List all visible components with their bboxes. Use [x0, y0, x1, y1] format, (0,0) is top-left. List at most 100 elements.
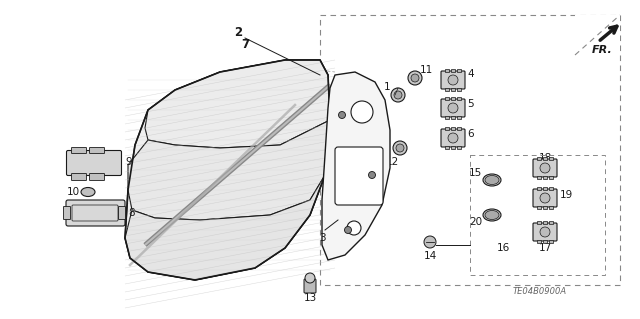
Circle shape	[369, 172, 376, 179]
Circle shape	[408, 71, 422, 85]
Bar	[457, 127, 461, 130]
Text: 18: 18	[538, 153, 552, 163]
Circle shape	[540, 193, 550, 203]
Bar	[543, 187, 547, 190]
Circle shape	[393, 141, 407, 155]
Circle shape	[448, 133, 458, 143]
Circle shape	[540, 163, 550, 173]
Bar	[445, 88, 449, 91]
Circle shape	[391, 88, 405, 102]
Ellipse shape	[485, 211, 499, 219]
Bar	[457, 146, 461, 149]
Circle shape	[305, 273, 315, 283]
Circle shape	[396, 144, 404, 152]
Polygon shape	[128, 120, 330, 220]
Bar	[445, 127, 449, 130]
Bar	[543, 240, 547, 243]
FancyBboxPatch shape	[533, 159, 557, 177]
Bar	[537, 187, 541, 190]
FancyBboxPatch shape	[90, 174, 104, 181]
Bar	[451, 127, 455, 130]
FancyBboxPatch shape	[72, 174, 86, 181]
Polygon shape	[575, 15, 620, 55]
Ellipse shape	[81, 188, 95, 197]
Bar	[457, 88, 461, 91]
Text: 8: 8	[128, 208, 134, 218]
Bar	[543, 176, 547, 179]
Bar	[451, 146, 455, 149]
Bar	[445, 146, 449, 149]
FancyBboxPatch shape	[533, 223, 557, 241]
Bar	[549, 187, 553, 190]
FancyBboxPatch shape	[67, 151, 122, 175]
Bar	[451, 69, 455, 72]
Bar	[537, 206, 541, 209]
Bar	[457, 97, 461, 100]
Bar	[457, 116, 461, 119]
Circle shape	[344, 226, 351, 234]
Bar	[537, 176, 541, 179]
Bar	[537, 240, 541, 243]
Text: 11: 11	[420, 65, 433, 75]
FancyBboxPatch shape	[335, 147, 383, 205]
Polygon shape	[125, 60, 330, 280]
Text: 6: 6	[467, 129, 474, 139]
Bar	[549, 221, 553, 224]
Text: 14: 14	[424, 251, 436, 261]
Bar	[320, 15, 620, 285]
Bar	[451, 88, 455, 91]
Polygon shape	[322, 72, 390, 260]
Ellipse shape	[483, 174, 501, 186]
Text: TE04B0900A: TE04B0900A	[513, 287, 567, 296]
Polygon shape	[125, 60, 330, 280]
Text: 1: 1	[383, 82, 390, 92]
FancyBboxPatch shape	[66, 200, 125, 226]
Circle shape	[394, 91, 402, 99]
Bar	[451, 116, 455, 119]
Text: 17: 17	[538, 243, 552, 253]
Bar	[549, 240, 553, 243]
Ellipse shape	[485, 175, 499, 184]
Polygon shape	[125, 175, 325, 280]
Circle shape	[424, 236, 436, 248]
Bar	[445, 69, 449, 72]
Text: 5: 5	[467, 99, 474, 109]
Text: FR.: FR.	[592, 45, 612, 55]
Polygon shape	[145, 60, 330, 148]
FancyBboxPatch shape	[72, 147, 86, 153]
FancyBboxPatch shape	[533, 189, 557, 207]
FancyBboxPatch shape	[441, 99, 465, 117]
Bar	[457, 69, 461, 72]
Text: 16: 16	[497, 243, 509, 253]
Text: 20: 20	[469, 217, 482, 227]
Bar	[537, 221, 541, 224]
Text: 2: 2	[234, 26, 242, 40]
Bar	[537, 157, 541, 160]
Bar	[549, 206, 553, 209]
Text: 12: 12	[385, 157, 399, 167]
Circle shape	[339, 112, 346, 118]
FancyBboxPatch shape	[63, 206, 70, 219]
Bar	[543, 206, 547, 209]
FancyBboxPatch shape	[441, 71, 465, 89]
Text: 9: 9	[125, 157, 132, 167]
Text: 10: 10	[67, 187, 80, 197]
Text: 15: 15	[468, 168, 482, 178]
Bar	[549, 176, 553, 179]
Text: 4: 4	[467, 69, 474, 79]
Bar	[543, 221, 547, 224]
Text: 13: 13	[303, 293, 317, 303]
Bar	[451, 97, 455, 100]
Bar	[445, 116, 449, 119]
Bar	[470, 155, 605, 275]
Bar	[549, 157, 553, 160]
Text: 3: 3	[319, 233, 325, 243]
Circle shape	[411, 74, 419, 82]
Text: 7: 7	[241, 39, 249, 51]
FancyBboxPatch shape	[118, 206, 125, 219]
Circle shape	[540, 227, 550, 237]
FancyBboxPatch shape	[441, 129, 465, 147]
FancyBboxPatch shape	[90, 147, 104, 153]
Bar	[445, 97, 449, 100]
FancyBboxPatch shape	[304, 279, 316, 293]
